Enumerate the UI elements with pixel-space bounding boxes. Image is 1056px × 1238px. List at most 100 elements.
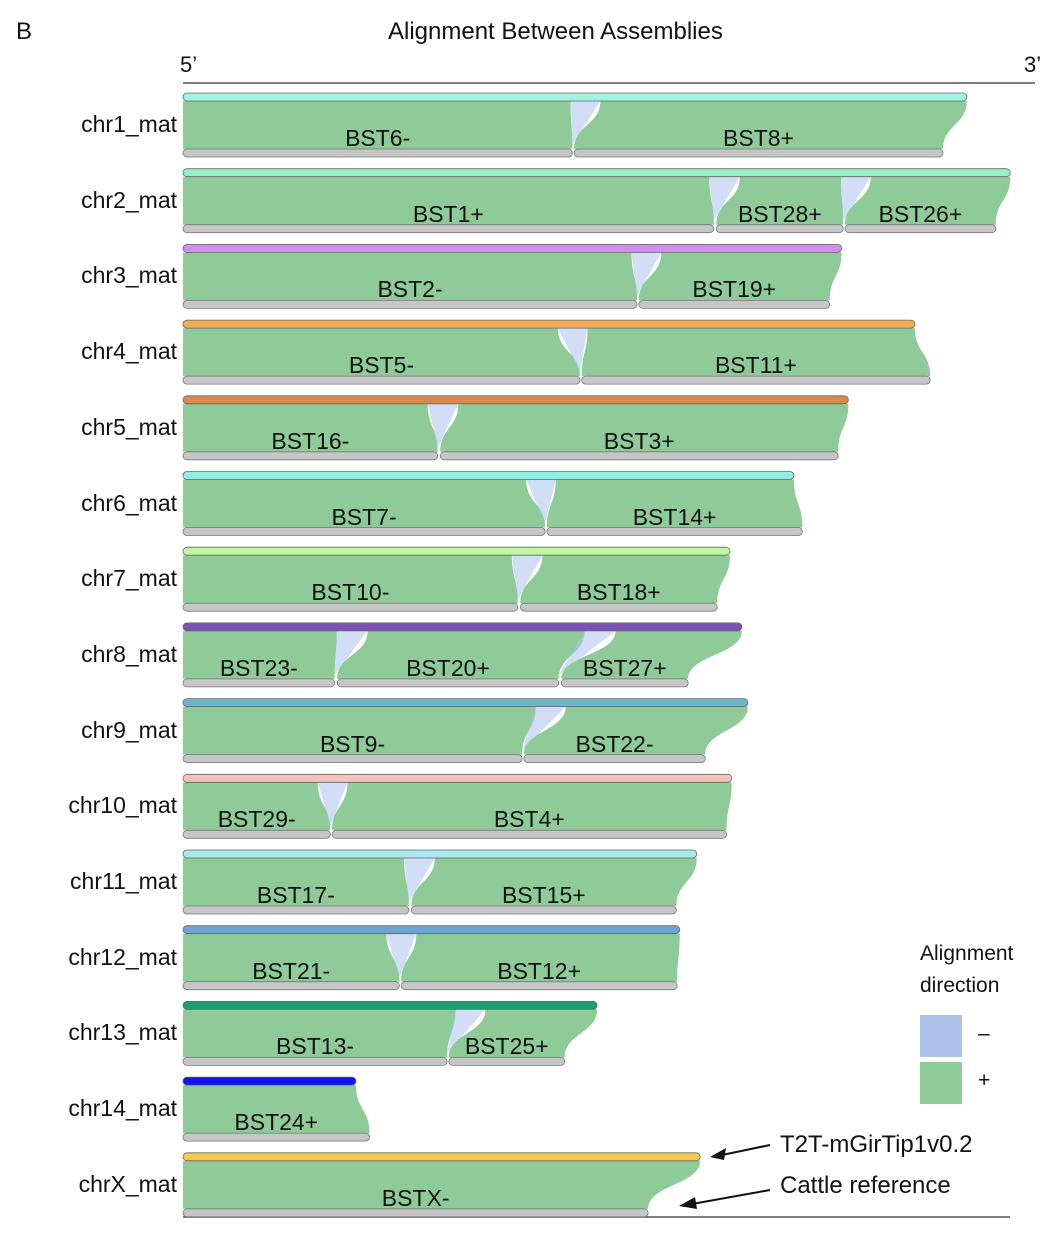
legend-label-plus: +	[978, 1069, 991, 1092]
assembly-chromosome-bar	[182, 773, 733, 783]
assembly-chromosome-bar	[182, 243, 842, 253]
row-label: chr9_mat	[81, 716, 177, 743]
reference-segment-bar	[182, 224, 715, 234]
alignment-ribbon	[183, 101, 573, 149]
alignment-ribbon	[716, 176, 844, 225]
assembly-chromosome-bar	[182, 1001, 598, 1010]
segment-label: BST8+	[723, 125, 794, 151]
assembly-chromosome-bar	[182, 698, 749, 707]
arrow-bottom-track	[691, 1189, 771, 1205]
alignment-ribbon	[183, 328, 581, 377]
row-label: chr5_mat	[81, 413, 177, 440]
inverted-alignment-ribbon	[386, 933, 417, 978]
assembly-chromosome-bar	[182, 168, 1011, 178]
segment-label: BST25+	[464, 1033, 549, 1060]
segment-label: BST26+	[878, 200, 963, 227]
reference-segment-bar	[182, 148, 573, 158]
inverted-alignment-ribbon	[709, 176, 740, 221]
row-label: chr6_mat	[81, 489, 177, 516]
segment-label: BST21-	[252, 957, 331, 984]
segment-label: BST22-	[575, 730, 654, 757]
reference-segment-bar	[331, 829, 727, 839]
reference-segment-bar	[182, 754, 523, 763]
segment-label: BST29-	[217, 806, 296, 833]
alignment-ribbon	[581, 328, 931, 377]
segment-label: BST17-	[256, 882, 335, 908]
assembly-chromosome-bar	[182, 849, 698, 859]
segment-label: BSTX-	[381, 1184, 450, 1211]
segment-label: BST15+	[501, 882, 586, 908]
alignment-ribbon	[411, 858, 697, 906]
alignment-ribbon	[401, 933, 680, 982]
segment-label: BST10-	[311, 579, 390, 606]
alignment-ribbon	[574, 101, 967, 149]
inverted-alignment-ribbon	[317, 782, 348, 827]
reference-segment-bar	[844, 224, 997, 234]
segment-label: BST5-	[348, 352, 415, 379]
inverted-alignment-ribbon	[404, 858, 435, 902]
segment-label: BST1+	[412, 200, 484, 227]
alignment-ribbon	[183, 403, 438, 452]
arrowhead-icon	[679, 1197, 697, 1209]
reference-segment-bar	[182, 829, 331, 839]
reference-segment-bar	[546, 527, 803, 536]
segment-label: BST2-	[377, 276, 443, 303]
reference-segment-bar	[448, 1057, 566, 1066]
reference-segment-bar	[638, 299, 831, 309]
row-label: chr2_mat	[81, 186, 177, 213]
legend-title-line1: Alignment	[920, 942, 1014, 965]
segment-label: BST24+	[234, 1109, 319, 1136]
alignment-ribbon	[183, 479, 546, 528]
assembly-chromosome-bar	[182, 622, 743, 632]
alignment-ribbon	[183, 1160, 701, 1209]
row-label: chr8_mat	[81, 640, 177, 667]
reference-segment-bar	[182, 375, 581, 385]
annotation-top-track: T2T-mGirTip1v0.2	[780, 1131, 973, 1158]
row-label: chrX_mat	[78, 1170, 177, 1197]
assembly-chromosome-bar	[182, 925, 681, 935]
alignment-ribbon	[561, 630, 742, 679]
inverted-alignment-ribbon	[511, 555, 543, 600]
inverted-alignment-ribbon	[427, 403, 459, 448]
reference-segment-bar	[560, 678, 689, 688]
alignment-ribbon	[183, 630, 337, 679]
reference-segment-bar	[400, 981, 678, 991]
segment-label: BST7-	[331, 503, 397, 530]
assembly-chromosome-bar	[182, 395, 849, 405]
alignment-ribbon	[448, 1009, 598, 1058]
reference-segment-bar	[182, 451, 439, 461]
inverted-alignment-ribbon	[570, 101, 601, 145]
segment-label: BST27+	[582, 654, 667, 681]
annotation-bottom-track: Cattle reference	[780, 1172, 951, 1199]
assembly-chromosome-bar	[182, 319, 916, 329]
row-label: chr13_mat	[68, 1019, 177, 1046]
reference-segment-bar	[182, 1208, 649, 1218]
reference-segment-bar	[336, 678, 560, 688]
assembly-chromosome-bar	[182, 1152, 701, 1162]
reference-segment-bar	[439, 451, 839, 461]
reference-segment-bar	[715, 224, 844, 234]
alignment-ribbon	[183, 176, 714, 225]
inverted-alignment-ribbon	[526, 479, 556, 524]
reference-segment-bar	[182, 1057, 448, 1066]
alignment-ribbon	[337, 630, 585, 679]
segment-label: BST23-	[219, 654, 298, 681]
segment-label: BST19+	[692, 276, 777, 303]
legend-label-minus: –	[978, 1022, 990, 1045]
reference-segment-bar	[523, 754, 706, 763]
legend-swatches	[920, 1015, 962, 1104]
reference-segment-bar	[581, 375, 931, 385]
alignment-ribbon	[183, 706, 536, 755]
assembly-chromosome-bar	[182, 471, 795, 480]
segment-label: BST16-	[271, 427, 350, 454]
segment-label: BST18+	[576, 579, 661, 606]
panel-letter: B	[16, 18, 33, 45]
alignment-ribbon	[638, 252, 842, 301]
row-label: chr12_mat	[68, 943, 177, 970]
reference-segment-bar	[573, 148, 944, 158]
arrow-top-track	[721, 1144, 771, 1156]
legend-swatch-minus	[920, 1015, 962, 1057]
alignment-ribbon	[332, 782, 732, 831]
reference-segment-bar	[182, 299, 638, 309]
